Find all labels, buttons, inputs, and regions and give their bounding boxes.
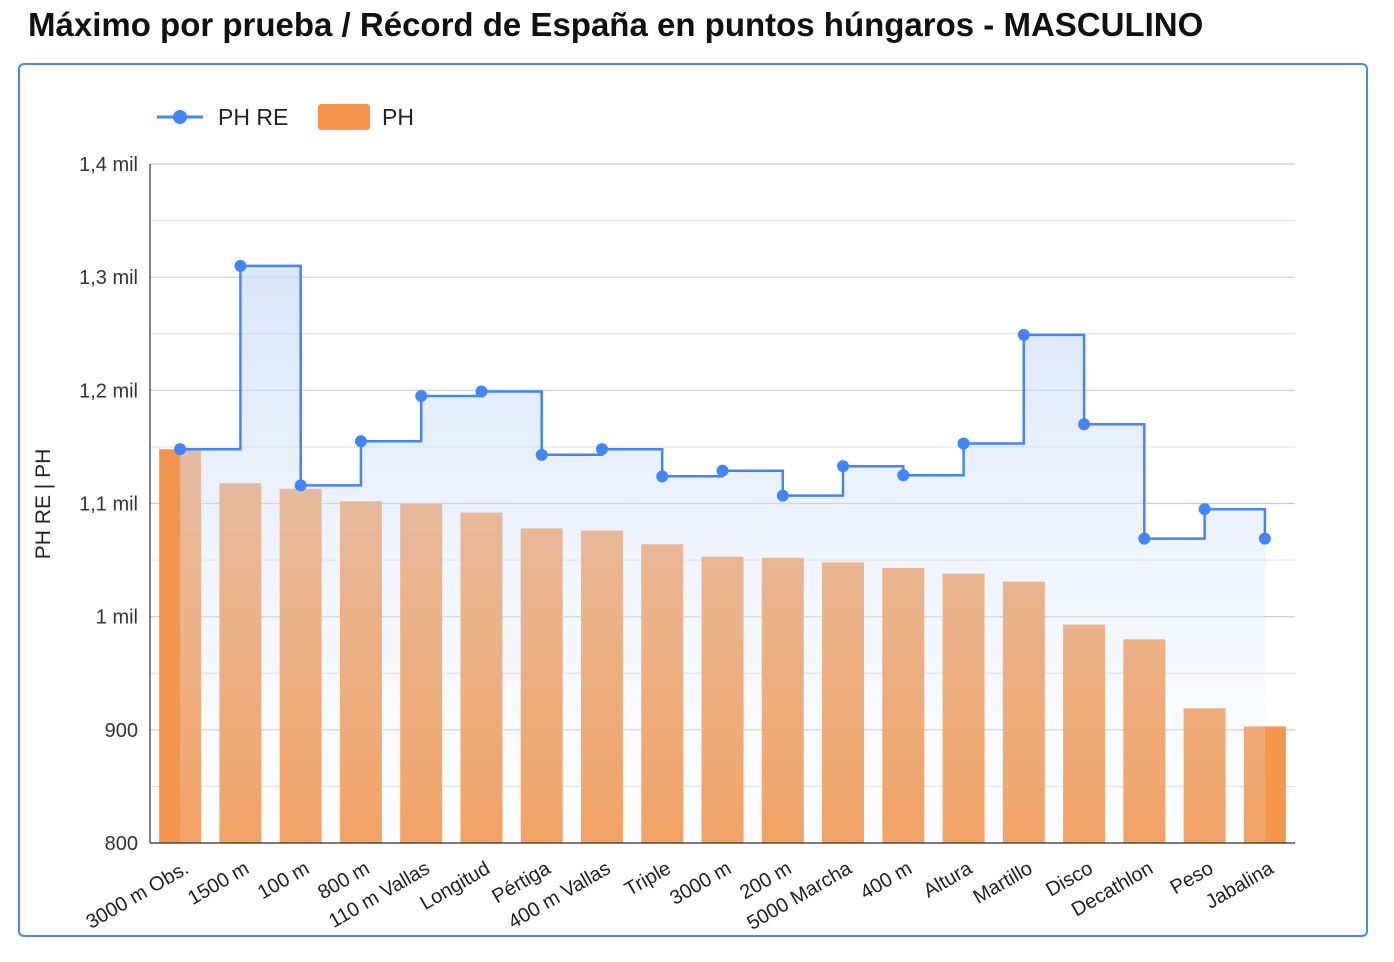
legend[interactable]: PH RE PH bbox=[157, 104, 414, 130]
ph-re-area-fill bbox=[180, 265, 1265, 843]
ph-re-point[interactable] bbox=[897, 469, 910, 482]
ph-re-point[interactable] bbox=[957, 437, 970, 450]
chart-title: Máximo por prueba / Récord de España en … bbox=[28, 6, 1204, 43]
ph-re-point[interactable] bbox=[716, 464, 729, 477]
ph-re-point[interactable] bbox=[656, 470, 669, 483]
ph-re-point[interactable] bbox=[535, 448, 548, 461]
ph-re-point[interactable] bbox=[415, 389, 428, 402]
x-category-label: Triple bbox=[621, 857, 675, 901]
x-category-label: 3000 m bbox=[666, 857, 735, 909]
ph-re-point[interactable] bbox=[174, 443, 187, 456]
ph-re-point[interactable] bbox=[354, 435, 367, 448]
x-category-label: 3000 m Obs. bbox=[82, 857, 192, 933]
ph-re-point[interactable] bbox=[294, 479, 307, 492]
x-category-label: 100 m bbox=[254, 857, 313, 904]
y-tick-labels: 800 900 1 mil 1,1 mil 1,2 mil 1,3 mil 1,4 mil bbox=[79, 154, 138, 855]
axes bbox=[149, 164, 1295, 844]
y-tick-label: 800 bbox=[105, 833, 138, 855]
ph-re-point[interactable] bbox=[475, 385, 488, 398]
y-tick-label: 1,4 mil bbox=[79, 154, 138, 176]
ph-re-point[interactable] bbox=[1258, 532, 1271, 545]
ph-re-point[interactable] bbox=[1078, 418, 1091, 431]
y-axis-label: PH RE | PH bbox=[32, 449, 55, 559]
y-tick-label: 1,1 mil bbox=[79, 494, 138, 516]
ph-re-point[interactable] bbox=[595, 443, 608, 456]
ph-re-point[interactable] bbox=[776, 489, 789, 502]
x-category-label: 1500 m bbox=[184, 857, 253, 909]
legend-item-ph-re[interactable]: PH RE bbox=[157, 104, 288, 130]
ph-re-point[interactable] bbox=[837, 460, 850, 473]
y-tick-label: 1,3 mil bbox=[79, 267, 138, 289]
x-category-label: Altura bbox=[920, 857, 977, 903]
ph-re-point[interactable] bbox=[1198, 503, 1211, 516]
legend-label-ph-re: PH RE bbox=[218, 104, 288, 130]
x-category-label: Martillo bbox=[969, 857, 1036, 908]
ph-re-point[interactable] bbox=[234, 259, 247, 272]
x-category-label: Jabalina bbox=[1202, 857, 1278, 914]
x-category-label: Longitud bbox=[416, 857, 493, 914]
y-tick-label: 1,2 mil bbox=[79, 380, 138, 402]
ph-re-point[interactable] bbox=[1138, 532, 1151, 545]
x-category-label: 400 m bbox=[857, 857, 916, 904]
ph-re-area bbox=[174, 259, 1271, 843]
y-tick-label: 1 mil bbox=[96, 607, 138, 629]
y-tick-label: 900 bbox=[105, 720, 138, 742]
legend-label-ph: PH bbox=[382, 104, 414, 130]
ph-re-point[interactable] bbox=[1017, 328, 1030, 341]
legend-item-ph[interactable]: PH bbox=[318, 104, 414, 130]
